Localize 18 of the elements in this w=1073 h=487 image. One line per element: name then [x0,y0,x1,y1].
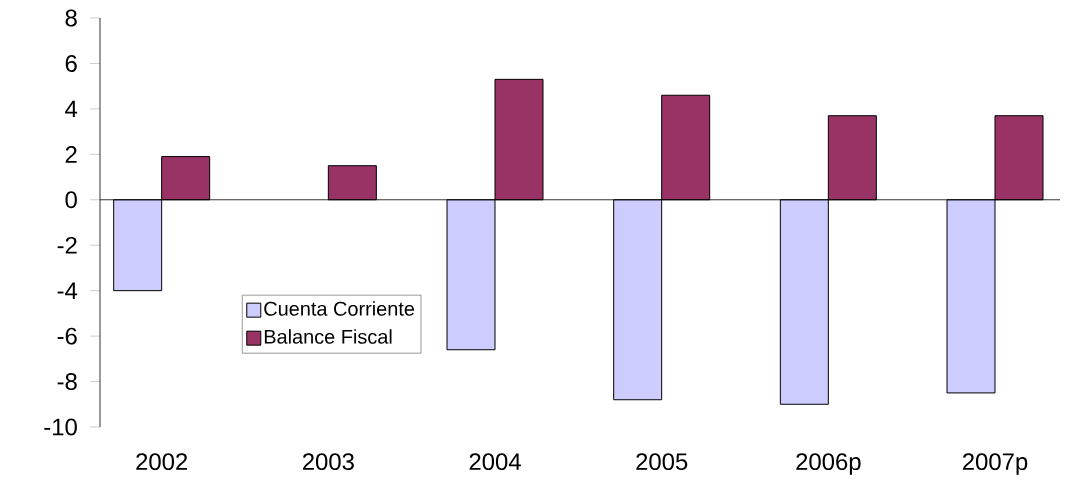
y-tick-label: -8 [57,373,77,391]
x-tick-label: 2007p [962,453,1028,475]
y-tick-label: -2 [57,236,77,254]
legend-label: Balance Fiscal [264,329,392,344]
y-tick-label: -10 [44,418,77,436]
y-tick-label: 4 [65,100,78,118]
y-tick-label: 2 [65,145,77,163]
y-tick-label: 6 [65,54,77,72]
x-tick-label: 2003 [302,453,354,471]
y-tick-label: -4 [57,282,78,299]
legend-label: Cuenta Corriente [264,301,415,316]
y-tick-label: 0 [65,191,77,209]
x-tick-label: 2004 [469,453,521,471]
y-tick-label: -6 [57,327,77,345]
x-tick-label: 2002 [136,453,188,471]
y-tick-label: 8 [65,9,77,27]
x-tick-label: 2006p [796,453,861,475]
x-tick-label: 2005 [636,453,688,471]
